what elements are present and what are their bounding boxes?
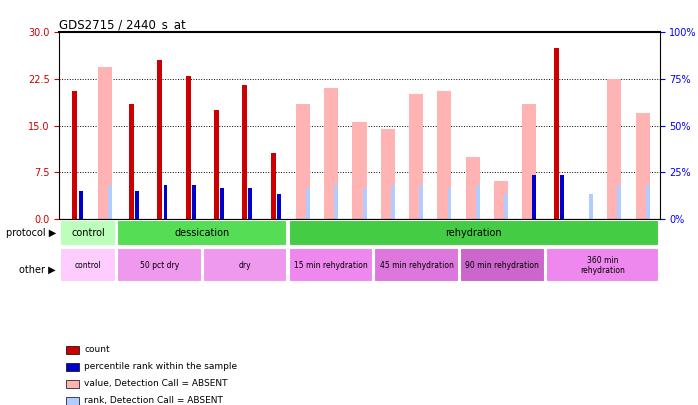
Bar	[277, 194, 281, 219]
Bar	[73, 92, 77, 219]
Bar	[447, 188, 452, 219]
Bar	[504, 194, 508, 219]
Bar	[618, 185, 621, 219]
Bar	[296, 104, 310, 219]
Bar	[203, 248, 288, 282]
Bar	[271, 153, 276, 219]
Bar	[522, 104, 537, 219]
Bar	[362, 188, 366, 219]
Text: 15 min rehydration: 15 min rehydration	[294, 261, 368, 270]
Bar	[636, 113, 650, 219]
Bar	[214, 110, 219, 219]
Bar	[438, 92, 452, 219]
Bar	[324, 88, 339, 219]
Bar	[646, 185, 650, 219]
Bar	[117, 248, 202, 282]
Bar	[192, 185, 196, 219]
Text: count: count	[84, 345, 110, 354]
Text: protocol ▶: protocol ▶	[6, 228, 56, 238]
Bar	[288, 248, 373, 282]
Text: 90 min rehydration: 90 min rehydration	[466, 261, 540, 270]
Bar	[98, 66, 112, 219]
Bar	[107, 185, 112, 219]
Bar	[135, 191, 139, 219]
Bar	[460, 248, 544, 282]
Bar	[589, 194, 593, 219]
Text: 50 pct dry: 50 pct dry	[140, 261, 179, 270]
Text: dessication: dessication	[174, 228, 230, 238]
Text: value, Detection Call = ABSENT: value, Detection Call = ABSENT	[84, 379, 228, 388]
Bar	[248, 188, 253, 219]
Bar	[242, 85, 247, 219]
Bar	[607, 79, 621, 219]
Bar	[494, 181, 508, 219]
Text: rank, Detection Call = ABSENT: rank, Detection Call = ABSENT	[84, 396, 223, 405]
Bar	[163, 185, 168, 219]
Bar	[560, 175, 564, 219]
Bar	[79, 191, 82, 219]
Bar	[288, 220, 659, 246]
Text: percentile rank within the sample: percentile rank within the sample	[84, 362, 237, 371]
Bar	[334, 185, 339, 219]
Bar	[380, 129, 395, 219]
Text: GDS2715 / 2440_s_at: GDS2715 / 2440_s_at	[59, 18, 186, 31]
Bar	[186, 76, 191, 219]
Bar	[476, 185, 480, 219]
Text: other ▶: other ▶	[20, 264, 56, 274]
Bar	[391, 185, 395, 219]
Bar	[409, 94, 423, 219]
Bar	[157, 60, 163, 219]
Bar	[220, 188, 224, 219]
Bar	[117, 220, 288, 246]
Text: rehydration: rehydration	[445, 228, 502, 238]
Bar	[352, 122, 366, 219]
Text: 45 min rehydration: 45 min rehydration	[380, 261, 454, 270]
Bar	[60, 220, 116, 246]
Text: dry: dry	[239, 261, 251, 270]
Text: control: control	[75, 261, 101, 270]
Bar	[533, 185, 537, 219]
Text: control: control	[71, 228, 105, 238]
Bar	[60, 248, 116, 282]
Bar	[374, 248, 459, 282]
Bar	[466, 157, 480, 219]
Text: 360 min
rehydration: 360 min rehydration	[580, 256, 625, 275]
Bar	[129, 104, 134, 219]
Bar	[532, 175, 535, 219]
Bar	[554, 48, 559, 219]
Bar	[306, 188, 310, 219]
Bar	[419, 185, 423, 219]
Bar	[546, 248, 659, 282]
